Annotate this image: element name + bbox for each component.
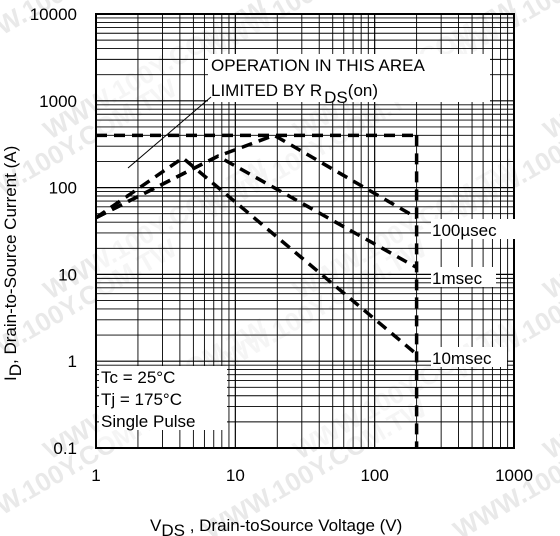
x-axis-title-main: V — [150, 516, 162, 535]
x-axis-title: VDS , Drain-toSource Voltage (V) — [150, 516, 402, 536]
y-axis-title: ID, Drain-to-Source Current (A) — [1, 146, 25, 381]
y-tick-label: 0.1 — [53, 439, 77, 458]
x-axis-title-sub: DS — [161, 521, 185, 536]
y-tick-label: 1 — [68, 352, 77, 371]
condition-tc: Tc = 25°C — [101, 368, 175, 387]
series-labels: 100µsec 1msec 10msec — [431, 219, 516, 368]
y-axis-title-sub: D — [6, 364, 25, 376]
x-tick-label: 1 — [91, 466, 100, 485]
operation-annotation: OPERATION IN THIS AREA LIMITED BY R DS(on… — [127, 54, 490, 169]
y-tick-label: 1000 — [39, 92, 77, 111]
operation-text-prefix: LIMITED BY R — [211, 81, 322, 100]
x-tick-label: 1000 — [495, 466, 533, 485]
series-line-1msec — [95, 154, 418, 270]
x-axis-title-rest: , Drain-toSource Voltage (V) — [185, 516, 402, 535]
y-axis-title-main: I — [1, 376, 20, 381]
x-tick-label: 10 — [226, 466, 245, 485]
operation-text-sub: DS — [324, 88, 348, 107]
series-label-1msec: 1msec — [432, 269, 483, 288]
y-tick-label: 10 — [58, 265, 77, 284]
conditions-annotation: Tc = 25°C Tj = 175°C Single Pulse — [99, 366, 227, 431]
operation-text-line1: OPERATION IN THIS AREA — [211, 56, 425, 75]
x-tick-label: 100 — [360, 466, 388, 485]
y-tick-label: 100 — [49, 179, 77, 198]
operation-text-line2: LIMITED BY R DS(on) — [211, 81, 378, 107]
series-label-100usec: 100µsec — [432, 221, 497, 240]
watermark-text: WWW.100Y.COM.TW — [538, 0, 560, 145]
tick-labels: 1 10 100 1000 0.1 1 10 100 1000 10000 — [30, 5, 533, 485]
series-line-10msec — [95, 155, 418, 356]
operation-text-suffix: (on) — [348, 81, 378, 100]
y-tick-label: 10000 — [30, 5, 77, 24]
series-layer — [95, 133, 419, 448]
series-label-10msec: 10msec — [432, 349, 492, 368]
operation-annotation-bg — [208, 54, 490, 102]
series-line-100usec — [95, 133, 418, 220]
condition-pulse: Single Pulse — [101, 412, 196, 431]
operation-leader-line — [127, 96, 212, 169]
y-axis-title-rest: , Drain-to-Source Current (A) — [1, 146, 20, 364]
condition-tj: Tj = 175°C — [101, 390, 182, 409]
